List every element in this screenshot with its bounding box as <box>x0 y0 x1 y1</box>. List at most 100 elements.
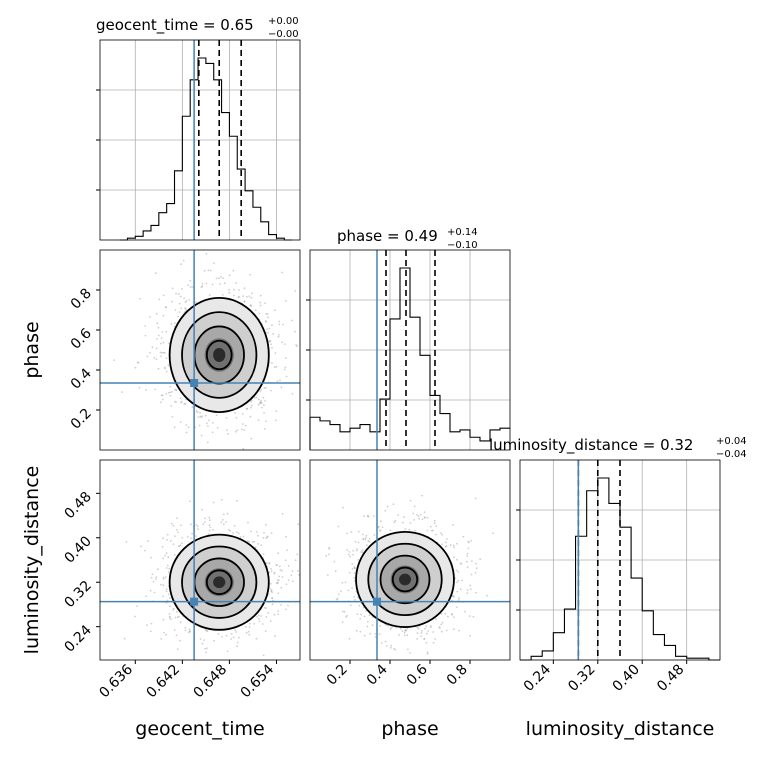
sample-point <box>389 529 392 532</box>
sample-point <box>242 295 245 297</box>
sample-point <box>196 525 199 528</box>
sample-point <box>202 225 204 227</box>
sample-point <box>242 447 245 450</box>
sample-point <box>365 610 367 612</box>
sample-point <box>256 531 258 533</box>
sample-point <box>285 357 287 359</box>
sample-point <box>445 545 448 548</box>
sample-point <box>291 570 294 572</box>
sample-point <box>203 639 206 641</box>
sample-point <box>172 543 175 546</box>
sample-point <box>381 526 384 529</box>
sample-point <box>262 623 264 625</box>
sample-point <box>462 535 465 538</box>
sample-point <box>172 609 175 611</box>
sample-point <box>197 416 200 419</box>
sample-point <box>254 309 257 312</box>
sample-point <box>357 530 360 533</box>
sample-point <box>353 576 356 579</box>
sample-point <box>197 528 199 531</box>
sample-point <box>405 629 408 632</box>
sample-point <box>378 633 381 635</box>
sample-point <box>327 574 329 576</box>
sample-point <box>170 522 173 525</box>
sample-point <box>263 606 266 609</box>
sample-point <box>413 519 415 521</box>
contour-0 <box>355 530 455 628</box>
sample-point <box>347 589 350 592</box>
sample-point <box>265 616 268 618</box>
ylabel-luminosity-distance: luminosity_distance <box>21 466 43 655</box>
sample-point <box>165 567 168 569</box>
sample-point <box>165 306 167 309</box>
sample-point <box>157 568 159 571</box>
sample-point <box>246 407 249 410</box>
sample-point <box>280 586 283 589</box>
sample-point <box>154 388 157 391</box>
sample-point <box>184 626 187 629</box>
sample-point <box>201 508 204 511</box>
sample-point <box>447 615 449 618</box>
sample-point <box>136 605 138 607</box>
sample-point <box>201 642 204 645</box>
title-luminosity-distance-minus: −0.04 <box>716 449 747 460</box>
sample-point <box>181 288 183 290</box>
xtick-label-phase: 0.6 <box>404 661 431 688</box>
sample-point <box>228 288 231 291</box>
sample-point <box>162 398 164 401</box>
sample-point <box>420 630 423 632</box>
sample-point <box>274 635 277 638</box>
sample-point <box>277 552 280 555</box>
sample-point <box>202 523 205 525</box>
sample-point <box>144 549 146 552</box>
sample-point <box>257 403 260 406</box>
sample-point <box>248 295 251 298</box>
sample-point <box>444 541 447 544</box>
sample-point <box>359 618 362 620</box>
sample-point <box>348 551 351 553</box>
sample-point <box>457 599 460 601</box>
sample-point <box>341 621 344 624</box>
sample-point <box>456 581 458 584</box>
sample-point <box>155 347 158 350</box>
xtick-label-luminosity_distance: 0.32 <box>565 662 598 695</box>
sample-point <box>440 630 443 633</box>
sample-point <box>185 424 188 426</box>
sample-point <box>417 627 420 630</box>
sample-point <box>250 437 253 440</box>
sample-point <box>342 506 345 509</box>
sample-point <box>291 319 293 322</box>
sample-point <box>161 352 163 354</box>
sample-point <box>238 295 241 298</box>
sample-point <box>259 301 262 304</box>
sample-point <box>246 295 248 298</box>
sample-point <box>236 531 238 533</box>
sample-point <box>474 572 477 574</box>
sample-point <box>440 623 443 626</box>
sample-point <box>166 533 169 536</box>
sample-point <box>258 312 261 315</box>
sample-point <box>250 404 253 407</box>
density-level-4 <box>213 576 226 589</box>
sample-point <box>257 398 260 401</box>
sample-point <box>449 544 452 546</box>
sample-point <box>277 592 280 595</box>
sample-point <box>201 282 204 285</box>
sample-point <box>452 556 455 559</box>
panel-frame-luminosity_distance <box>519 459 721 661</box>
sample-point <box>265 523 267 526</box>
sample-point <box>250 305 252 307</box>
sample-point <box>454 577 457 579</box>
sample-point <box>171 300 173 303</box>
sample-point <box>232 636 235 639</box>
sample-point <box>174 400 176 403</box>
sample-point <box>251 292 254 295</box>
sample-point <box>432 631 435 633</box>
sample-point <box>175 634 178 637</box>
sample-point <box>397 514 400 516</box>
sample-point <box>262 553 265 555</box>
ytick-label-luminosity_distance: 0.32 <box>61 578 94 611</box>
sample-point <box>301 570 303 572</box>
sample-point <box>238 636 240 639</box>
sample-point <box>154 272 157 275</box>
